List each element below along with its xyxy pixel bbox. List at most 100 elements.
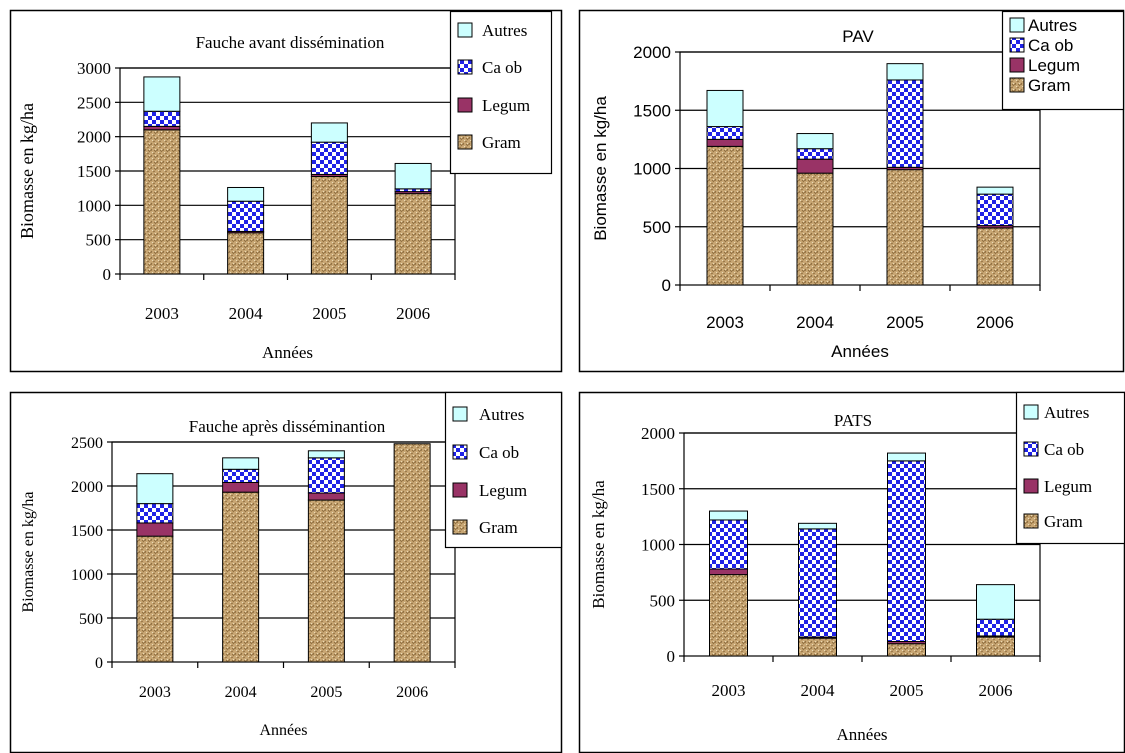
- y-tick-label: 0: [662, 276, 671, 295]
- bar-legum-2003: [709, 568, 748, 576]
- bar-autres-2004: [796, 133, 834, 150]
- legend-swatch-gram: [1009, 77, 1025, 93]
- bar-gram-2005: [887, 643, 926, 657]
- y-tick-label: 2500: [77, 93, 111, 112]
- x-tick-label: 2005: [890, 681, 924, 700]
- y-tick-label: 0: [667, 647, 676, 666]
- bar-autres-2004: [222, 457, 260, 470]
- y-tick-label: 1000: [77, 196, 111, 215]
- y-tick-label: 2500: [71, 435, 103, 452]
- chart-panel-3: 0 500 1000 1500 2000 2500 2003 2004 2005 2006 Fauc…: [20, 391, 563, 739]
- y-tick-label: 1500: [633, 101, 671, 120]
- bar-ca-ob-2006: [976, 193, 1014, 227]
- y-tick-label: 1500: [77, 162, 111, 181]
- legend-label: Autres: [1028, 16, 1077, 35]
- bar-autres-2005: [886, 63, 924, 81]
- legend-swatch-legum: [1023, 478, 1039, 494]
- bar-gram-2005: [307, 499, 345, 663]
- y-tick-label: 0: [95, 655, 103, 672]
- x-tick-label: 2003: [145, 304, 179, 323]
- bar-autres-2003: [709, 510, 748, 521]
- bar-autres-2006: [394, 162, 432, 190]
- bar-legum-2004: [796, 158, 834, 174]
- legend-swatch-gram: [457, 134, 473, 150]
- bar-autres-2005: [307, 450, 345, 459]
- bar-autres-2006: [976, 186, 1014, 195]
- y-tick-label: 500: [79, 611, 103, 628]
- legend-label: Ca ob: [1028, 36, 1073, 55]
- y-tick-label: 1000: [71, 567, 103, 584]
- bar-ca-ob-2004: [796, 148, 834, 160]
- legend-swatch-ca-ob: [452, 444, 468, 460]
- legend-swatch-legum: [452, 482, 468, 498]
- x-tick-label: 2006: [976, 313, 1014, 332]
- x-tick-label: 2003: [706, 313, 744, 332]
- bar-gram-2005: [886, 169, 924, 286]
- bar-ca-ob-2005: [886, 79, 924, 168]
- bar-gram-2004: [798, 637, 837, 657]
- bar-autres-2003: [136, 473, 174, 505]
- bar-autres-2005: [310, 122, 348, 143]
- x-tick-label: 2005: [886, 313, 924, 332]
- y-axis-label: Biomasse en kg/ha: [589, 480, 608, 609]
- bar-gram-2003: [143, 129, 181, 275]
- legend: Autres Ca ob Legum Gram: [444, 391, 563, 549]
- bar-legum-2004: [222, 481, 260, 493]
- bar-gram-2004: [796, 172, 834, 286]
- y-axis-label: Biomasse en kg/ha: [20, 492, 37, 613]
- bar-gram-2003: [706, 145, 744, 286]
- bar-ca-ob-2003: [709, 519, 748, 570]
- legend-label: Gram: [1044, 512, 1083, 531]
- x-tick-label: 2006: [979, 681, 1013, 700]
- x-tick-label: 2005: [310, 684, 342, 701]
- bar-autres-2003: [706, 89, 744, 128]
- bar-gram-2005: [310, 175, 348, 275]
- chart-title: PATS: [834, 411, 872, 430]
- bar-ca-ob-2004: [798, 528, 837, 638]
- bar-gram-2006: [976, 227, 1014, 286]
- y-tick-label: 500: [86, 231, 112, 250]
- legend-label: Gram: [1028, 76, 1071, 95]
- y-tick-label: 2000: [71, 479, 103, 496]
- legend-swatch-autres: [452, 406, 468, 422]
- legend-swatch-ca-ob: [1009, 37, 1025, 53]
- y-tick-label: 2000: [641, 424, 675, 443]
- y-tick-label: 500: [643, 218, 671, 237]
- bar-autres-2005: [887, 452, 926, 462]
- bar-autres-2004: [227, 186, 265, 202]
- chart-panel-4: 0 500 1000 1500 2000 2003 2004 2005 2006 PATS Anné…: [589, 391, 1125, 744]
- legend-swatch-legum: [1009, 57, 1025, 73]
- bar-gram-2004: [222, 491, 260, 663]
- chart-title: Fauche après disséminantion: [189, 417, 386, 436]
- legend-swatch-autres: [1009, 17, 1025, 33]
- x-tick-label: 2006: [396, 684, 428, 701]
- bar-ca-ob-2003: [136, 503, 174, 524]
- y-tick-label: 1500: [641, 480, 675, 499]
- y-tick-label: 1500: [71, 523, 103, 540]
- chart-panel-1: 0 500 1000 1500 2000 2500 3000 2003 2004 2005 2006…: [17, 10, 553, 362]
- legend-label: Legum: [1044, 477, 1092, 496]
- chart-title: Fauche avant dissémination: [196, 33, 385, 52]
- x-axis-label: Années: [262, 343, 313, 362]
- legend-label: Gram: [482, 133, 521, 152]
- x-tick-label: 2004: [229, 304, 264, 323]
- chart-panel-2: 0 500 1000 1500 2000 2003 2004 2005 2006 PAV Année…: [591, 10, 1125, 361]
- legend-label: Ca ob: [482, 58, 522, 77]
- legend-label: Autres: [479, 405, 524, 424]
- bar-legum-2005: [307, 492, 345, 501]
- legend-swatch-autres: [1023, 404, 1039, 420]
- y-axis-label: Biomasse en kg/ha: [591, 96, 610, 241]
- legend-label: Ca ob: [479, 443, 519, 462]
- bar-legum-2003: [143, 125, 181, 131]
- legend-label: Legum: [479, 481, 527, 500]
- legend: Autres Ca ob Legum Gram: [1015, 391, 1125, 545]
- bar-gram-2003: [136, 535, 174, 663]
- legend-label: Autres: [482, 21, 527, 40]
- legend-swatch-gram: [1023, 513, 1039, 529]
- y-tick-label: 1000: [641, 536, 675, 555]
- bar-ca-ob-2005: [887, 460, 926, 643]
- legend-swatch-autres: [457, 22, 473, 38]
- bar-autres-2004: [798, 522, 837, 530]
- bar-legum-2003: [706, 138, 744, 147]
